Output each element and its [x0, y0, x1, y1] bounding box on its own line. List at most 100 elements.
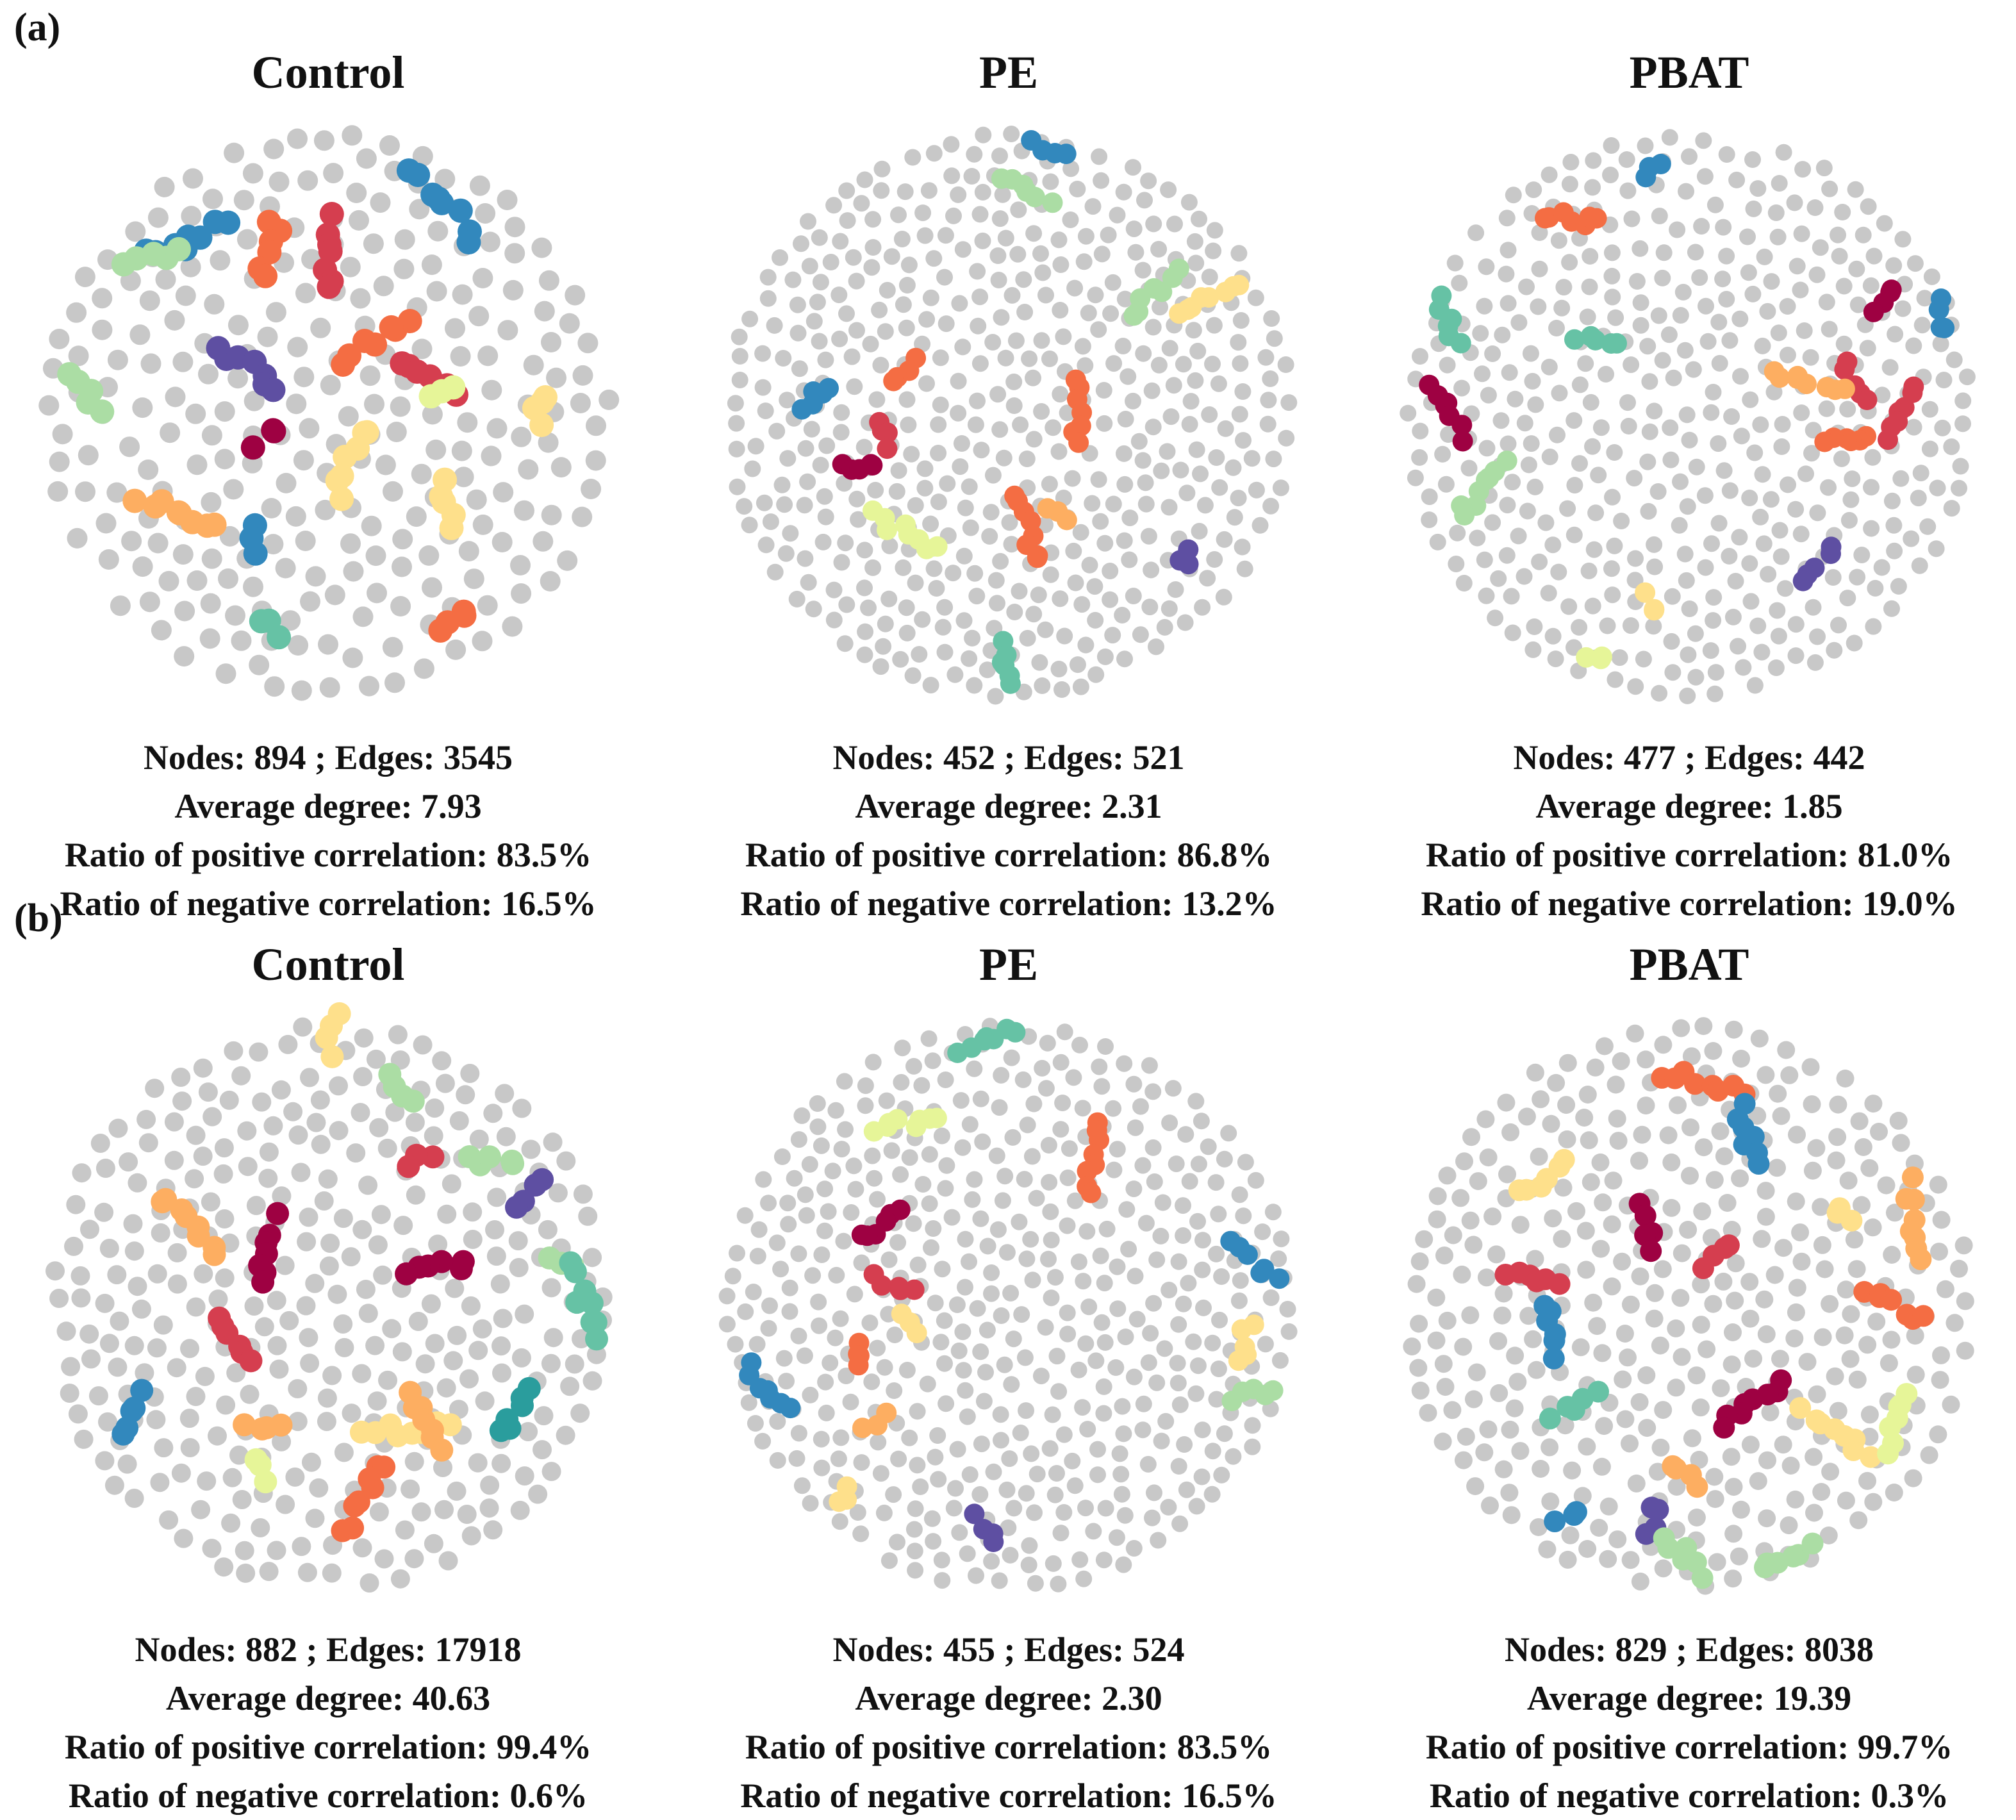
- module-cluster: [313, 202, 344, 299]
- network-node: [1554, 1179, 1573, 1197]
- network-node: [425, 1334, 445, 1353]
- network-node: [1715, 1147, 1733, 1166]
- network-node: [327, 1284, 347, 1304]
- network-node: [452, 284, 473, 305]
- network-node: [961, 1466, 979, 1483]
- module-node: [1024, 186, 1045, 208]
- network-node: [1043, 1232, 1060, 1248]
- network-node: [832, 1429, 850, 1446]
- network-node: [1603, 137, 1620, 154]
- network-node: [848, 322, 865, 339]
- network-node: [492, 532, 513, 552]
- edges-label: Edges:: [1023, 738, 1124, 777]
- network-node: [1169, 1375, 1187, 1392]
- network-node: [1109, 1141, 1126, 1158]
- network-node: [371, 1205, 391, 1225]
- network-node: [1264, 1204, 1282, 1221]
- network-node: [1530, 1147, 1548, 1166]
- network-node: [541, 504, 562, 525]
- network-node: [928, 580, 945, 597]
- module-node: [1657, 1537, 1680, 1559]
- network-node: [1502, 1506, 1521, 1525]
- network-node: [990, 272, 1007, 288]
- average-degree-value: 19.39: [1773, 1679, 1852, 1717]
- network-pbat-b: PBAT Nodes: 829 ; Edges: 8038 Average degr…: [1356, 936, 2016, 1820]
- network-node: [1883, 492, 1901, 509]
- network-node: [1578, 1540, 1597, 1558]
- module-node: [1548, 1273, 1571, 1295]
- network-node: [1867, 1312, 1886, 1331]
- network-node: [1077, 1335, 1095, 1352]
- network-node: [1678, 183, 1694, 200]
- network-node: [1697, 559, 1714, 576]
- network-node: [1032, 245, 1049, 262]
- network-node: [305, 566, 326, 587]
- network-node: [1434, 1432, 1452, 1451]
- network-node: [925, 560, 943, 577]
- network-node: [962, 519, 979, 536]
- network-node: [1037, 621, 1054, 638]
- network-node: [1467, 1363, 1486, 1382]
- module-node: [529, 413, 554, 438]
- network-node: [1105, 495, 1122, 513]
- network-node: [164, 1112, 184, 1132]
- network-node: [1055, 1426, 1073, 1443]
- network-node: [1118, 1201, 1136, 1218]
- network-node: [1821, 320, 1838, 338]
- network-node: [1056, 627, 1073, 645]
- network-node: [1692, 1316, 1710, 1334]
- network-node: [1771, 1350, 1789, 1368]
- network-node: [1467, 224, 1485, 242]
- network-node: [272, 1432, 292, 1452]
- network-node: [1741, 490, 1758, 506]
- network-node: [546, 367, 566, 388]
- module-node: [331, 352, 356, 377]
- network-node: [461, 1296, 481, 1316]
- network-node: [932, 1334, 950, 1351]
- network-node: [938, 315, 955, 333]
- network-node: [1121, 509, 1139, 527]
- network-node: [180, 256, 201, 277]
- network-node: [1490, 1384, 1508, 1402]
- network-node: [1062, 160, 1080, 178]
- network-node: [1894, 231, 1912, 248]
- network-node: [810, 1293, 827, 1311]
- network-node: [373, 1265, 393, 1285]
- network-node: [1440, 426, 1457, 443]
- network-node: [1555, 279, 1573, 296]
- network-node: [426, 281, 447, 302]
- network-node: [916, 460, 934, 477]
- network-node: [1771, 522, 1789, 539]
- network-node: [1664, 664, 1681, 681]
- network-node: [1464, 1236, 1483, 1254]
- network-node: [1161, 1282, 1178, 1298]
- network-node: [1614, 1370, 1632, 1389]
- module-cluster: [418, 375, 466, 409]
- network-node: [463, 1230, 483, 1249]
- network-node: [1040, 1137, 1057, 1154]
- module-node: [478, 1145, 501, 1169]
- network-node: [1906, 1366, 1925, 1384]
- network-node: [1708, 1553, 1726, 1571]
- network-node: [1826, 1367, 1844, 1386]
- module-cluster: [1834, 351, 1878, 410]
- network-node: [1762, 491, 1780, 508]
- network-node: [970, 317, 987, 335]
- network-node: [1621, 1434, 1639, 1453]
- average-degree-label: Average degree:: [1526, 1679, 1765, 1717]
- network-node: [534, 1406, 554, 1426]
- edges-label: Edges:: [1704, 738, 1805, 777]
- network-node: [1692, 1275, 1710, 1294]
- network-node: [779, 392, 796, 409]
- network-node: [291, 680, 312, 701]
- network-node: [1905, 418, 1922, 436]
- network-node: [1210, 1361, 1227, 1377]
- network-title: PE: [979, 47, 1038, 98]
- network-node: [907, 574, 924, 592]
- network-node: [1841, 1350, 1860, 1368]
- network-node: [1662, 451, 1680, 468]
- network-node: [1262, 1289, 1280, 1306]
- network-node: [1025, 606, 1043, 623]
- network-node: [1007, 332, 1025, 349]
- network-node: [1627, 1474, 1646, 1493]
